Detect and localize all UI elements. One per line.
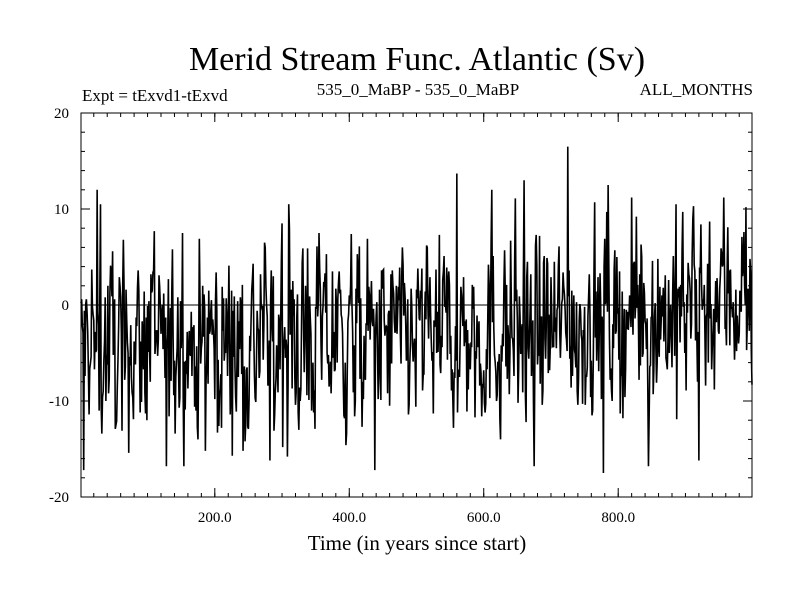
x-tick-label: 400.0	[332, 510, 366, 526]
y-tick-label: 0	[62, 298, 70, 314]
y-tick-label: -20	[49, 490, 69, 506]
x-axis-label: Time (in years since start)	[308, 531, 527, 555]
y-tick-label: -10	[49, 394, 69, 410]
x-tick-label: 800.0	[601, 510, 635, 526]
season-label: ALL_MONTHS	[640, 80, 753, 99]
x-tick-label: 200.0	[198, 510, 232, 526]
experiment-label: Expt = tExvd1-tExvd	[82, 86, 228, 105]
period-label: 535_0_MaBP - 535_0_MaBP	[317, 80, 519, 99]
series-line	[80, 146, 753, 474]
plot-area: 200.0 400.0 600.0 800.0 20 10 0 -10 -20	[49, 106, 753, 526]
x-tick-label: 600.0	[467, 510, 501, 526]
y-tick-label: 20	[54, 106, 69, 122]
chart-title: Merid Stream Func. Atlantic (Sv)	[189, 41, 645, 78]
y-tick-label: 10	[54, 202, 69, 218]
